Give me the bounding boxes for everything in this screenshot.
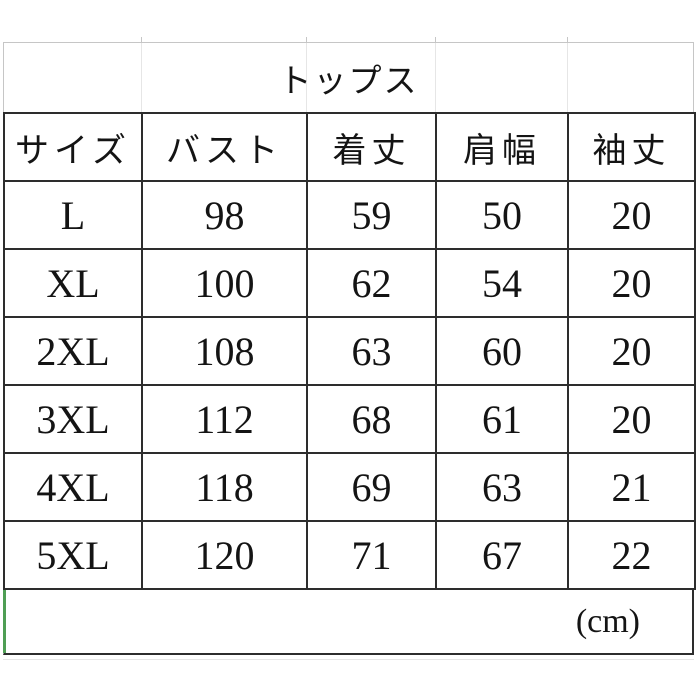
table-row: XL 100 62 54 20 — [3, 248, 696, 318]
column-header-size: サイズ — [3, 112, 143, 182]
value-cell: 67 — [435, 520, 569, 590]
value-cell: 20 — [567, 180, 696, 250]
size-cell: 4XL — [3, 452, 143, 522]
value-cell: 59 — [306, 180, 437, 250]
table-row: 2XL 108 63 60 20 — [3, 316, 696, 386]
value-cell: 118 — [141, 452, 308, 522]
table-row: L 98 59 50 20 — [3, 180, 696, 250]
value-cell: 22 — [567, 520, 696, 590]
table-title-row: トップス — [3, 42, 694, 112]
unit-row: (cm) — [3, 590, 694, 655]
value-cell: 60 — [435, 316, 569, 386]
size-cell: XL — [3, 248, 143, 318]
measurements-table: サイズ バスト 着丈 肩幅 袖丈 L 98 59 50 20 XL 100 62 54 20 2XL… — [3, 112, 696, 590]
value-cell: 20 — [567, 384, 696, 454]
value-cell: 54 — [435, 248, 569, 318]
gridline-tick — [567, 37, 568, 43]
value-cell: 108 — [141, 316, 308, 386]
column-header-sleeve: 袖丈 — [567, 112, 696, 182]
gridline — [141, 43, 142, 112]
value-cell: 63 — [435, 452, 569, 522]
table-row: 3XL 112 68 61 20 — [3, 384, 696, 454]
size-cell: 3XL — [3, 384, 143, 454]
selection-border — [3, 590, 6, 653]
value-cell: 120 — [141, 520, 308, 590]
header-row: サイズ バスト 着丈 肩幅 袖丈 — [3, 112, 696, 182]
column-header-bust: バスト — [141, 112, 308, 182]
value-cell: 112 — [141, 384, 308, 454]
value-cell: 71 — [306, 520, 437, 590]
table-row: 5XL 120 71 67 22 — [3, 520, 696, 590]
column-header-shoulder: 肩幅 — [435, 112, 569, 182]
value-cell: 98 — [141, 180, 308, 250]
value-cell: 50 — [435, 180, 569, 250]
value-cell: 20 — [567, 316, 696, 386]
gridline — [3, 659, 694, 660]
size-cell: 2XL — [3, 316, 143, 386]
size-cell: 5XL — [3, 520, 143, 590]
value-cell: 20 — [567, 248, 696, 318]
value-cell: 100 — [141, 248, 308, 318]
gridline-tick — [306, 37, 307, 43]
gridline — [567, 43, 568, 112]
value-cell: 61 — [435, 384, 569, 454]
value-cell: 21 — [567, 452, 696, 522]
value-cell: 68 — [306, 384, 437, 454]
value-cell: 62 — [306, 248, 437, 318]
size-cell: L — [3, 180, 143, 250]
gridline-tick — [141, 37, 142, 43]
unit-label: (cm) — [575, 602, 640, 640]
table-title: トップス — [278, 63, 419, 100]
gridline-tick — [435, 37, 436, 43]
value-cell: 69 — [306, 452, 437, 522]
table-row: 4XL 118 69 63 21 — [3, 452, 696, 522]
gridline — [306, 43, 307, 112]
gridline — [435, 43, 436, 112]
size-chart-table: トップス サイズ バスト 着丈 肩幅 袖丈 L 98 59 50 20 XL 100 62 54… — [3, 37, 696, 660]
value-cell: 63 — [306, 316, 437, 386]
column-header-length: 着丈 — [306, 112, 437, 182]
